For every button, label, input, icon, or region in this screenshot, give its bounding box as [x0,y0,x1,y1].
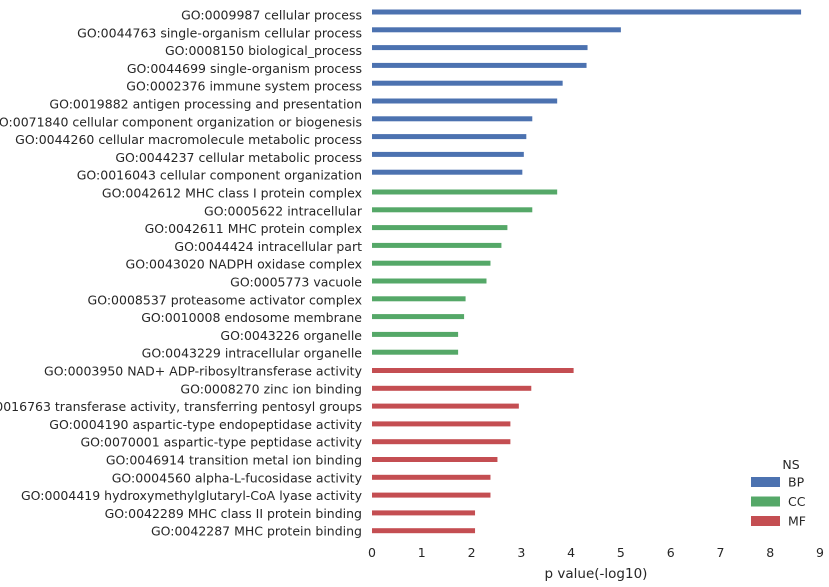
bar [372,349,459,355]
bar [372,134,527,140]
x-tick-label: 8 [766,545,774,560]
category-label: GO:0008150 biological_process [165,43,362,58]
legend-label: CC [788,494,806,509]
legend-title: NS [782,457,799,472]
legend: NS BP CC MF [751,457,806,529]
bar [372,385,532,391]
bar [372,439,511,445]
bar [372,27,621,33]
bar [372,421,511,427]
category-label: GO:0042287 MHC protein binding [151,524,362,539]
legend-items: BP CC MF [751,475,806,529]
category-label: GO:0016043 cellular component organizati… [77,168,362,183]
x-axis-ticks: 0 1 2 3 4 5 6 7 8 9 [368,545,824,560]
category-label: GO:0005622 intracellular [204,203,363,218]
bar [372,314,465,320]
bar [372,9,802,15]
legend-swatch [751,516,780,526]
category-label: GO:0002376 immune system process [126,79,362,94]
x-tick-label: 7 [716,545,724,560]
bar [372,331,459,337]
bar [372,242,502,248]
category-label: GO:0070001 aspartic-type peptidase activ… [80,435,362,450]
category-label: GO:0046914 transition metal ion binding [106,453,362,468]
x-tick-label: 0 [368,545,376,560]
category-label: GO:0004560 alpha-L-fucosidase activity [112,470,363,485]
bar [372,457,498,462]
legend-label: MF [788,514,806,529]
bar [372,169,523,175]
x-tick-label: 3 [517,545,525,560]
category-label: GO:0019882 antigen processing and presen… [49,97,362,112]
category-label: GO:0008537 proteasome activator complex [88,292,362,307]
x-tick-label: 2 [468,545,476,560]
bar [372,207,533,213]
bar [372,189,558,195]
bar [372,492,491,498]
category-labels: GO:0009987 cellular process GO:0044763 si… [0,8,363,539]
category-label: GO:0005773 vacuole [230,275,362,290]
bar [372,151,524,157]
category-label: GO:0042612 MHC class I protein complex [102,186,362,201]
category-label: GO:0044260 cellular macromolecule metabo… [15,132,362,147]
x-tick-label: 5 [617,545,625,560]
bars-layer [372,9,802,534]
bar [372,98,558,104]
category-label: GO:0016763 transferase activity, transfe… [0,399,362,414]
category-label: GO:0044424 intracellular part [174,239,362,254]
category-label: GO:0043020 NADPH oxidase complex [126,257,362,272]
category-label: GO:0010008 endosome membrane [141,310,362,325]
bar [372,528,476,534]
x-tick-label: 9 [816,545,824,560]
bar [372,116,533,122]
category-label: GO:0044699 single-organism process [127,61,362,76]
category-label: GO:0003950 NAD+ ADP-ribosyltransferase a… [44,364,363,379]
category-label: GO:0044763 single-organism cellular proc… [77,25,362,40]
legend-swatch [751,496,780,507]
category-label: GO:0042611 MHC protein complex [145,221,362,236]
category-label: GO:0008270 zinc ion binding [180,381,362,396]
x-tick-label: 6 [667,545,675,560]
category-label: GO:0004419 hydroxymethylglutaryl-CoA lya… [21,488,363,503]
bar [372,62,587,68]
category-label: GO:0071840 cellular component organizati… [0,114,362,129]
category-label: GO:0043229 intracellular organelle [142,346,363,361]
bar [372,368,574,373]
category-label: GO:0009987 cellular process [181,8,362,23]
bar [372,403,519,409]
category-label: GO:0042289 MHC class II protein binding [105,506,362,521]
x-tick-label: 1 [418,545,426,560]
category-label: GO:0044237 cellular metabolic process [115,150,362,165]
x-tick-label: 4 [567,545,575,560]
x-axis-label: p value(-log10) [545,566,648,582]
bar [372,225,508,231]
category-label: GO:0043226 organelle [220,328,362,343]
legend-swatch [751,477,780,487]
bar [372,45,588,51]
bar [372,80,563,86]
category-label: GO:0004190 aspartic-type endopeptidase a… [49,417,362,432]
bar [372,474,491,480]
bar [372,260,491,266]
bar [372,278,487,284]
bar [372,510,476,516]
bar [372,296,466,302]
legend-label: BP [788,475,805,490]
